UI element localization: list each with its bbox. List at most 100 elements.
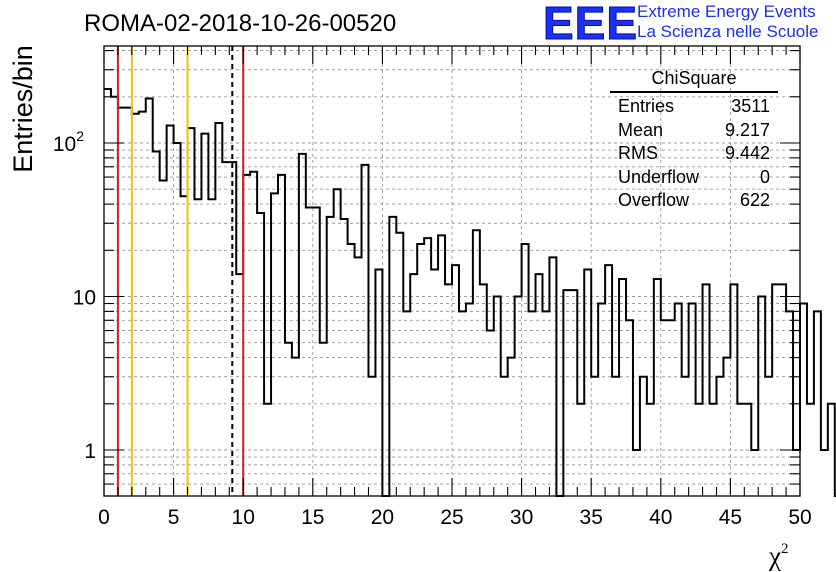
histogram-bin: [737, 404, 744, 496]
eee-logo-mark: EEE: [542, 0, 639, 49]
histogram-bin: [452, 265, 459, 496]
histogram-bin: [327, 217, 334, 496]
stats-box: ChiSquare Entries 3511 Mean 9.217 RMS 9.…: [610, 66, 778, 213]
histogram-bin: [208, 199, 215, 496]
stats-row-mean: Mean 9.217: [610, 119, 778, 143]
histogram-bars: [104, 87, 836, 497]
histogram-bin: [153, 152, 160, 496]
histogram-bin: [480, 284, 487, 496]
histogram-bin: [118, 108, 125, 496]
stats-label: Overflow: [618, 190, 690, 210]
histogram-bin: [362, 165, 369, 496]
stats-value: 9.217: [724, 119, 770, 140]
histogram-bin: [536, 274, 543, 496]
histogram-bin: [619, 279, 626, 496]
histogram-bin: [257, 213, 264, 496]
x-axis-label-superscript: 2: [781, 541, 789, 557]
histogram-bin: [584, 269, 591, 496]
histogram-bin: [341, 219, 348, 496]
histogram-bin: [598, 304, 605, 496]
histogram-bin: [633, 450, 640, 496]
histogram-bin: [306, 208, 313, 496]
histogram-bin: [278, 175, 285, 496]
histogram-bin: [654, 279, 661, 496]
histogram-bin: [313, 208, 320, 496]
histogram-bin: [800, 304, 807, 496]
histogram-title: ROMA-02-2018-10-26-00520: [84, 10, 397, 37]
stats-value: 3511: [731, 96, 770, 116]
histogram-bin: [751, 450, 758, 496]
stats-label: Mean: [618, 119, 664, 140]
histogram-bin: [744, 404, 751, 496]
y-tick-label: 102: [53, 128, 84, 156]
y-tick-label-exponent: 2: [76, 128, 84, 144]
histogram-bin: [828, 404, 835, 496]
histogram-bin: [710, 404, 717, 496]
histogram-bin: [765, 377, 772, 496]
histogram-bin: [389, 217, 396, 496]
grid-layer: [104, 46, 800, 497]
stats-row-underflow: Underflow 0: [610, 166, 778, 190]
y-axis-label: Entries/bin: [8, 45, 38, 173]
histogram-bin: [236, 274, 243, 496]
histogram-bin: [375, 269, 382, 496]
histogram-bin: [647, 404, 654, 496]
stats-box-title: ChiSquare: [610, 66, 778, 93]
histogram-bin: [494, 297, 501, 497]
histogram-bin: [139, 112, 146, 496]
histogram-bin: [577, 404, 584, 496]
histogram-bin: [132, 114, 139, 496]
histogram-bin: [501, 377, 508, 496]
histogram-bin: [570, 290, 577, 496]
histogram-bin: [445, 284, 452, 496]
histogram-bin: [779, 284, 786, 496]
x-tick-label: 20: [371, 506, 394, 529]
stats-row-entries: Entries 3511: [610, 95, 778, 119]
histogram-bin: [181, 196, 188, 496]
histogram-bin: [807, 404, 814, 496]
x-axis-label-base: χ: [768, 541, 781, 571]
y-tick-label-base: 10: [53, 133, 76, 156]
histogram-bin: [612, 377, 619, 496]
x-tick-label: 45: [719, 506, 742, 529]
reference-lines: [116, 46, 245, 496]
histogram-bin: [605, 265, 612, 496]
histogram-bin: [459, 311, 466, 496]
histogram-bin: [243, 175, 250, 496]
stats-row-rms: RMS 9.442: [610, 142, 778, 166]
x-tick-label: 50: [788, 506, 811, 529]
histogram-bin: [438, 235, 445, 496]
histogram-bin: [424, 238, 431, 496]
histogram-bin: [549, 257, 556, 496]
histogram-bin: [730, 284, 737, 496]
eee-logo-line-1: Extreme Energy Events: [637, 2, 816, 21]
histogram-bin: [542, 311, 549, 496]
histogram-bin: [703, 284, 710, 496]
y-tick-label: 10: [73, 287, 96, 310]
histogram-bin: [821, 450, 828, 496]
histogram-bin: [403, 311, 410, 496]
histogram-bin: [201, 134, 208, 496]
histogram-bin: [682, 377, 689, 496]
eee-logo-line-2: La Scienza nelle Scuole: [637, 22, 819, 41]
stats-label: Entries: [618, 96, 675, 116]
stats-value: 9.442: [724, 143, 770, 163]
y-tick-label: 1: [84, 440, 96, 463]
histogram-bin: [529, 311, 536, 496]
histogram-bin: [174, 143, 181, 496]
histogram-bin: [160, 180, 167, 496]
histogram-bin: [675, 304, 682, 496]
histogram-outline: [104, 87, 836, 497]
stats-row-overflow: Overflow 622: [610, 189, 778, 213]
x-tick-label: 30: [510, 506, 533, 529]
histogram-bin: [355, 257, 362, 496]
histogram-bin: [563, 290, 570, 496]
histogram-bin: [125, 108, 132, 496]
x-tick-label: 25: [440, 506, 463, 529]
histogram-bin: [222, 162, 229, 496]
histogram-bin: [626, 320, 633, 496]
x-tick-label: 40: [649, 506, 672, 529]
histogram-bin: [758, 297, 765, 497]
histogram-bin: [264, 404, 271, 496]
